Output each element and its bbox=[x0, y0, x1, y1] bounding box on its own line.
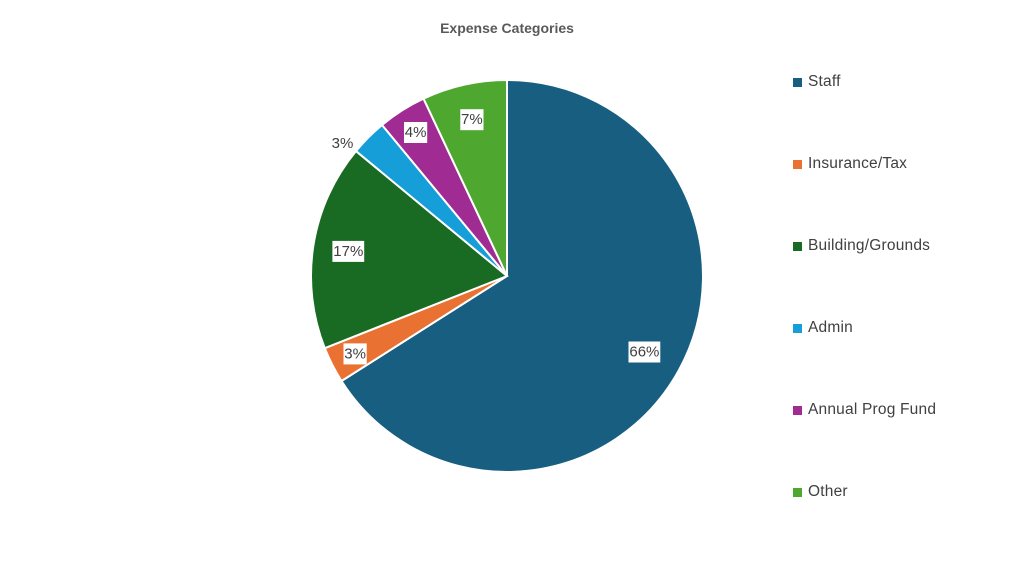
data-label-text-other: 7% bbox=[461, 111, 483, 128]
pie-slice-staff bbox=[340, 78, 704, 473]
pie-slices bbox=[310, 78, 704, 473]
legend-item-annual-prog-fund: Annual Prog Fund bbox=[793, 400, 936, 482]
data-label-admin: 3% bbox=[332, 135, 354, 152]
legend-item-admin: Admin bbox=[793, 318, 936, 400]
data-label-box-building-grounds bbox=[332, 240, 365, 262]
legend-item-staff: Staff bbox=[793, 72, 936, 154]
data-label-insurance-tax: 3% bbox=[343, 343, 367, 365]
legend-swatch-other bbox=[793, 488, 802, 497]
pie-slice-other bbox=[422, 78, 508, 277]
data-label-building-grounds: 17% bbox=[332, 240, 365, 262]
data-label-box-insurance-tax bbox=[343, 343, 367, 365]
data-label-text-annual-prog-fund: 4% bbox=[405, 124, 427, 141]
chart-title: Expense Categories bbox=[440, 20, 574, 36]
data-label-text-staff: 66% bbox=[629, 344, 659, 361]
legend-swatch-admin bbox=[793, 324, 802, 333]
legend-item-insurance-tax: Insurance/Tax bbox=[793, 154, 936, 236]
data-label-other: 7% bbox=[460, 109, 484, 131]
data-label-box-staff bbox=[628, 341, 661, 363]
legend-label-other: Other bbox=[808, 483, 848, 500]
legend-item-other: Other bbox=[793, 482, 936, 564]
data-label-annual-prog-fund: 4% bbox=[404, 122, 428, 143]
pie-data-labels: 66% 3% 17% 3% 4% 7% bbox=[332, 109, 661, 365]
data-label-box-annual-prog-fund bbox=[404, 122, 428, 143]
data-label-text-insurance-tax: 3% bbox=[344, 345, 366, 362]
data-label-text-building-grounds: 17% bbox=[333, 243, 363, 260]
legend-label-staff: Staff bbox=[808, 73, 841, 90]
legend-label-admin: Admin bbox=[808, 319, 853, 336]
legend-swatch-staff bbox=[793, 78, 802, 87]
legend-swatch-building-grounds bbox=[793, 242, 802, 251]
chart-legend: Staff Insurance/Tax Building/Grounds Admin A… bbox=[793, 72, 936, 564]
legend-swatch-annual-prog-fund bbox=[793, 406, 802, 415]
data-label-text-admin: 3% bbox=[332, 135, 354, 152]
legend-item-building-grounds: Building/Grounds bbox=[793, 236, 936, 318]
legend-label-insurance-tax: Insurance/Tax bbox=[808, 155, 908, 172]
legend-swatch-insurance-tax bbox=[793, 160, 802, 169]
pie-slice-building-grounds bbox=[310, 149, 509, 350]
legend-label-building-grounds: Building/Grounds bbox=[808, 237, 931, 254]
data-label-box-other bbox=[460, 109, 484, 131]
data-label-staff: 66% bbox=[628, 341, 661, 363]
legend-label-annual-prog-fund: Annual Prog Fund bbox=[808, 401, 937, 418]
